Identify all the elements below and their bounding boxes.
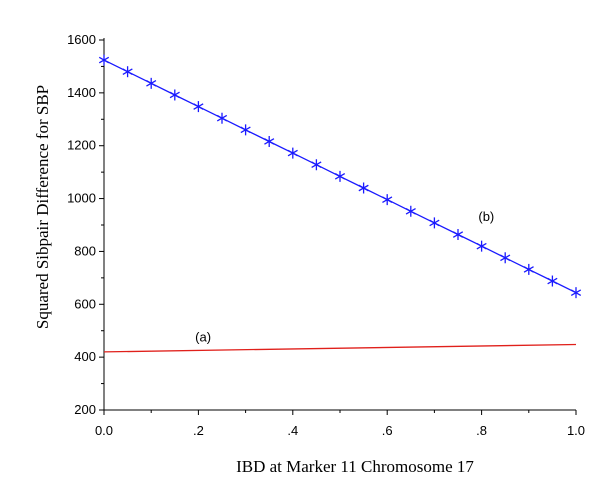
- y-tick-label: 1200: [67, 138, 96, 153]
- x-tick-label: 1.0: [567, 423, 585, 438]
- x-tick-label: .8: [476, 423, 487, 438]
- data-point: [146, 77, 157, 89]
- data-point: [382, 194, 393, 206]
- series-1: [98, 54, 582, 299]
- y-tick-label: 600: [74, 296, 96, 311]
- y-tick-label: 1000: [67, 191, 96, 206]
- y-axis-title: Squared Sibpair Difference for SBP: [33, 85, 52, 329]
- data-point: [240, 124, 251, 136]
- y-tick-label: 1600: [67, 32, 96, 47]
- series-label: (a): [195, 329, 211, 344]
- data-point: [193, 101, 204, 113]
- annotations-layer: (a) (b): [195, 209, 494, 344]
- data-point: [216, 112, 228, 124]
- data-point: [264, 135, 275, 147]
- data-point: [169, 89, 180, 101]
- y-tick-label: 400: [74, 349, 96, 364]
- data-point: [122, 66, 133, 78]
- data-point: [311, 159, 322, 171]
- data-point: [334, 170, 346, 182]
- data-point: [405, 205, 416, 217]
- y-tick-label: 200: [74, 402, 96, 417]
- x-axis-title: IBD at Marker 11 Chromosome 17: [236, 457, 474, 476]
- series-0: [103, 343, 577, 353]
- x-tick-label: .6: [382, 423, 393, 438]
- data-point: [358, 182, 369, 194]
- data-point: [452, 229, 464, 241]
- data-point: [429, 217, 440, 229]
- y-tick-label: 800: [74, 243, 96, 258]
- series-layer: [98, 54, 582, 353]
- data-point: [570, 287, 582, 299]
- axes: 200 400 600 800 1000 1200 1400 1600 0.0 .2 .4 .6 .8 1…: [67, 32, 585, 438]
- series-line: [103, 343, 577, 353]
- data-point: [98, 54, 110, 66]
- x-tick-label: 0.0: [95, 423, 113, 438]
- series-label: (b): [478, 209, 494, 224]
- x-tick-label: .4: [287, 423, 298, 438]
- y-tick-label: 1400: [67, 85, 96, 100]
- data-point: [547, 275, 558, 287]
- data-point: [523, 263, 534, 275]
- data-point: [287, 147, 298, 159]
- data-point: [500, 252, 511, 264]
- x-tick-label: .2: [193, 423, 204, 438]
- data-point: [476, 240, 487, 252]
